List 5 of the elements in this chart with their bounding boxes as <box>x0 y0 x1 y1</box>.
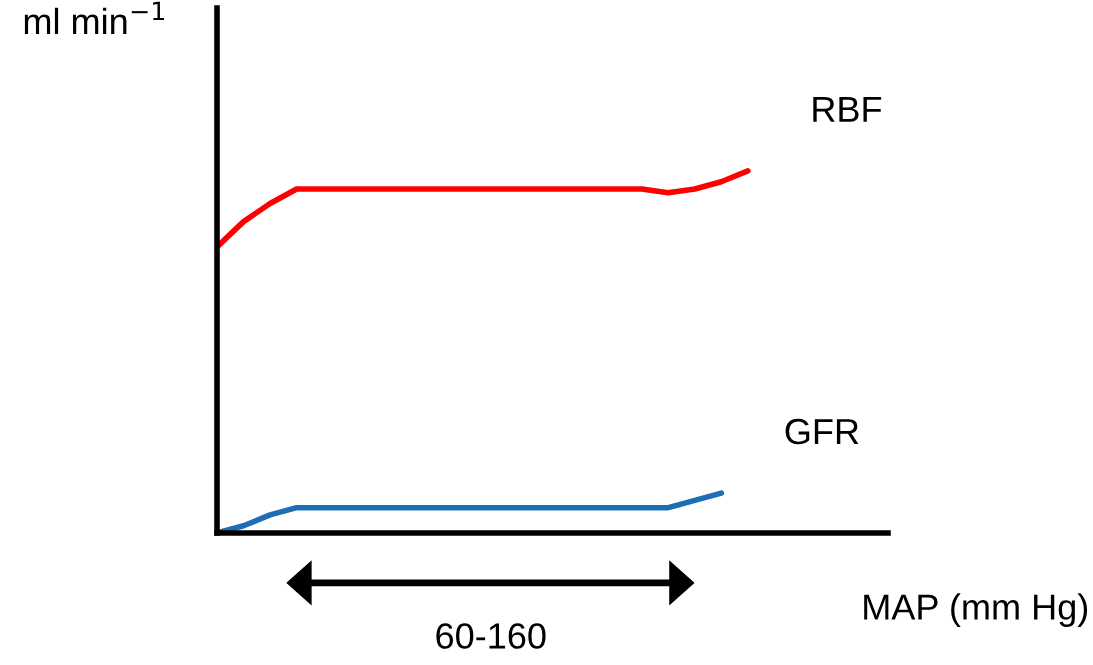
y-axis-title: ml min$^{−1}$ <box>24 1 165 34</box>
x-axis-title: MAP (mm Hg) <box>864 593 1088 628</box>
text: RBF <box>813 96 882 122</box>
text: GFR <box>785 418 859 445</box>
text: 60-160 <box>436 623 546 649</box>
